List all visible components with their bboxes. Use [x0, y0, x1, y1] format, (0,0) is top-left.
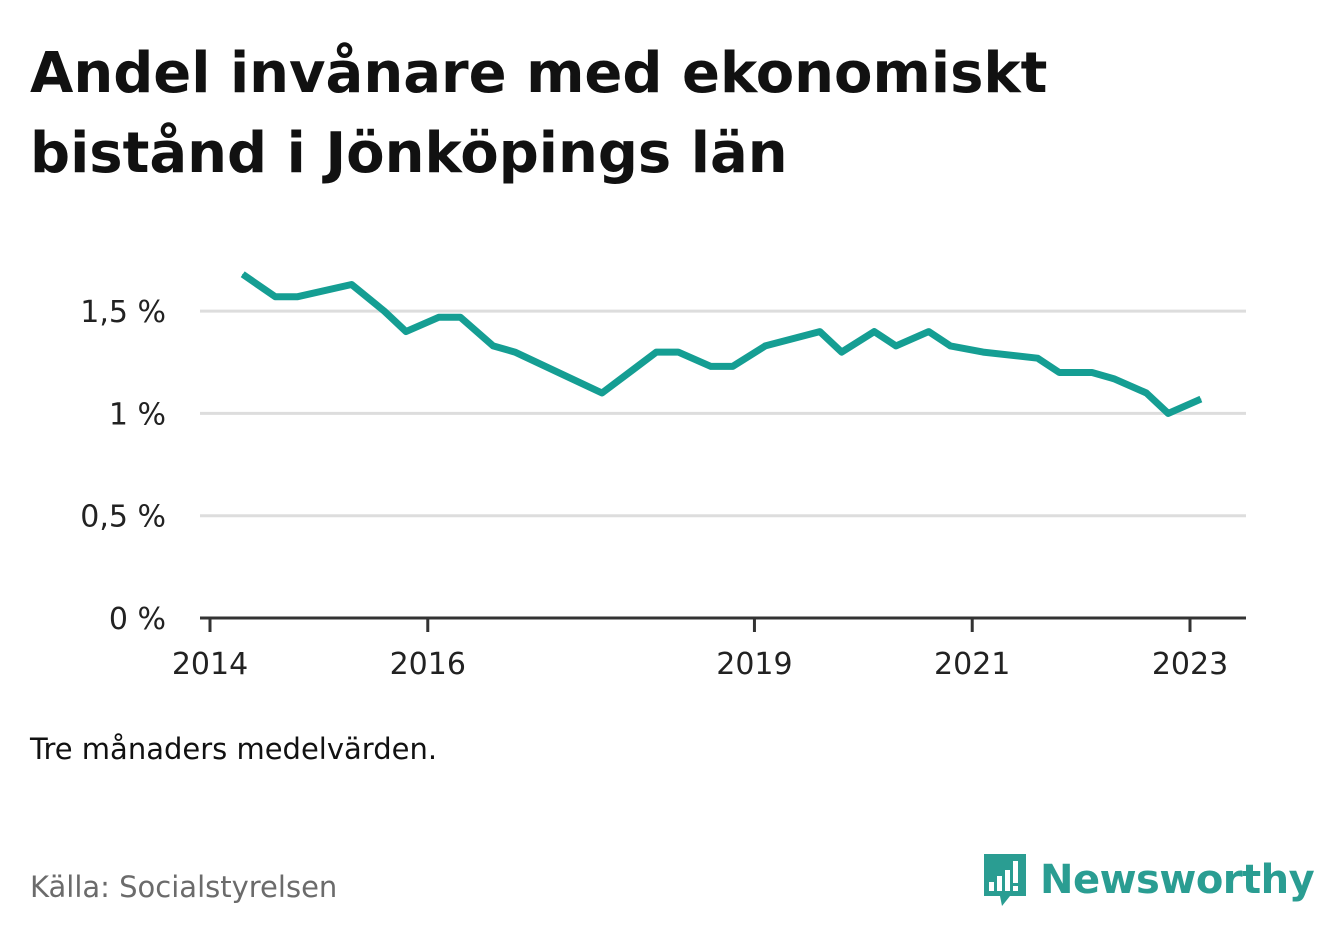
data-point	[1167, 412, 1169, 414]
data-point	[710, 365, 712, 367]
data-point	[1058, 372, 1060, 374]
data-point	[1145, 392, 1147, 394]
newsworthy-logo-icon	[984, 854, 1026, 906]
x-axis: 2014 2016 2019 2021 2023	[172, 616, 1246, 682]
chart-title: Andel invånare med ekonomiskt bistånd i …	[30, 41, 1048, 186]
data-point	[982, 351, 984, 353]
series-layer	[240, 271, 1203, 417]
data-point	[1200, 398, 1202, 400]
data-point	[677, 351, 679, 353]
data-point	[841, 351, 843, 353]
data-point	[601, 392, 603, 394]
x-tick-label: 2014	[172, 647, 248, 682]
x-tick-label: 2019	[716, 647, 792, 682]
gridlines	[200, 309, 1246, 518]
data-point	[405, 331, 407, 333]
data-point	[873, 331, 875, 333]
line-chart: 0 % 0,5 % 1 % 1,5 % 2014 2016 2019 2021 2023	[80, 271, 1246, 682]
data-point	[274, 296, 276, 298]
data-point	[928, 331, 930, 333]
x-tick-label: 2023	[1152, 647, 1228, 682]
y-tick-label: 1,5 %	[80, 295, 166, 330]
brand-logo: Newsworthy	[980, 850, 1315, 910]
y-axis: 0 % 0,5 % 1 % 1,5 %	[80, 295, 166, 637]
source-label: Källa: Socialstyrelsen	[30, 870, 338, 904]
data-point	[296, 296, 298, 298]
chart-note: Tre månaders medelvärden.	[30, 732, 438, 766]
data-point	[1037, 357, 1039, 359]
data-point	[819, 331, 821, 333]
data-point	[1113, 378, 1115, 380]
y-tick-label: 1 %	[109, 397, 166, 432]
data-point	[1091, 372, 1093, 374]
data-point	[242, 273, 244, 275]
data-point	[655, 351, 657, 353]
data-point	[764, 345, 766, 347]
data-point	[949, 345, 951, 347]
data-point	[459, 316, 461, 318]
series-line	[240, 271, 1203, 417]
data-point	[732, 365, 734, 367]
data-point	[351, 284, 353, 286]
brand-name: Newsworthy	[1040, 857, 1315, 903]
x-tick-label: 2016	[390, 647, 466, 682]
data-point	[492, 345, 494, 347]
y-tick-label: 0 %	[109, 602, 166, 637]
data-point	[383, 310, 385, 312]
data-point	[895, 345, 897, 347]
y-tick-label: 0,5 %	[80, 500, 166, 535]
data-point	[514, 351, 516, 353]
data-point	[438, 316, 440, 318]
x-tick-label: 2021	[934, 647, 1010, 682]
